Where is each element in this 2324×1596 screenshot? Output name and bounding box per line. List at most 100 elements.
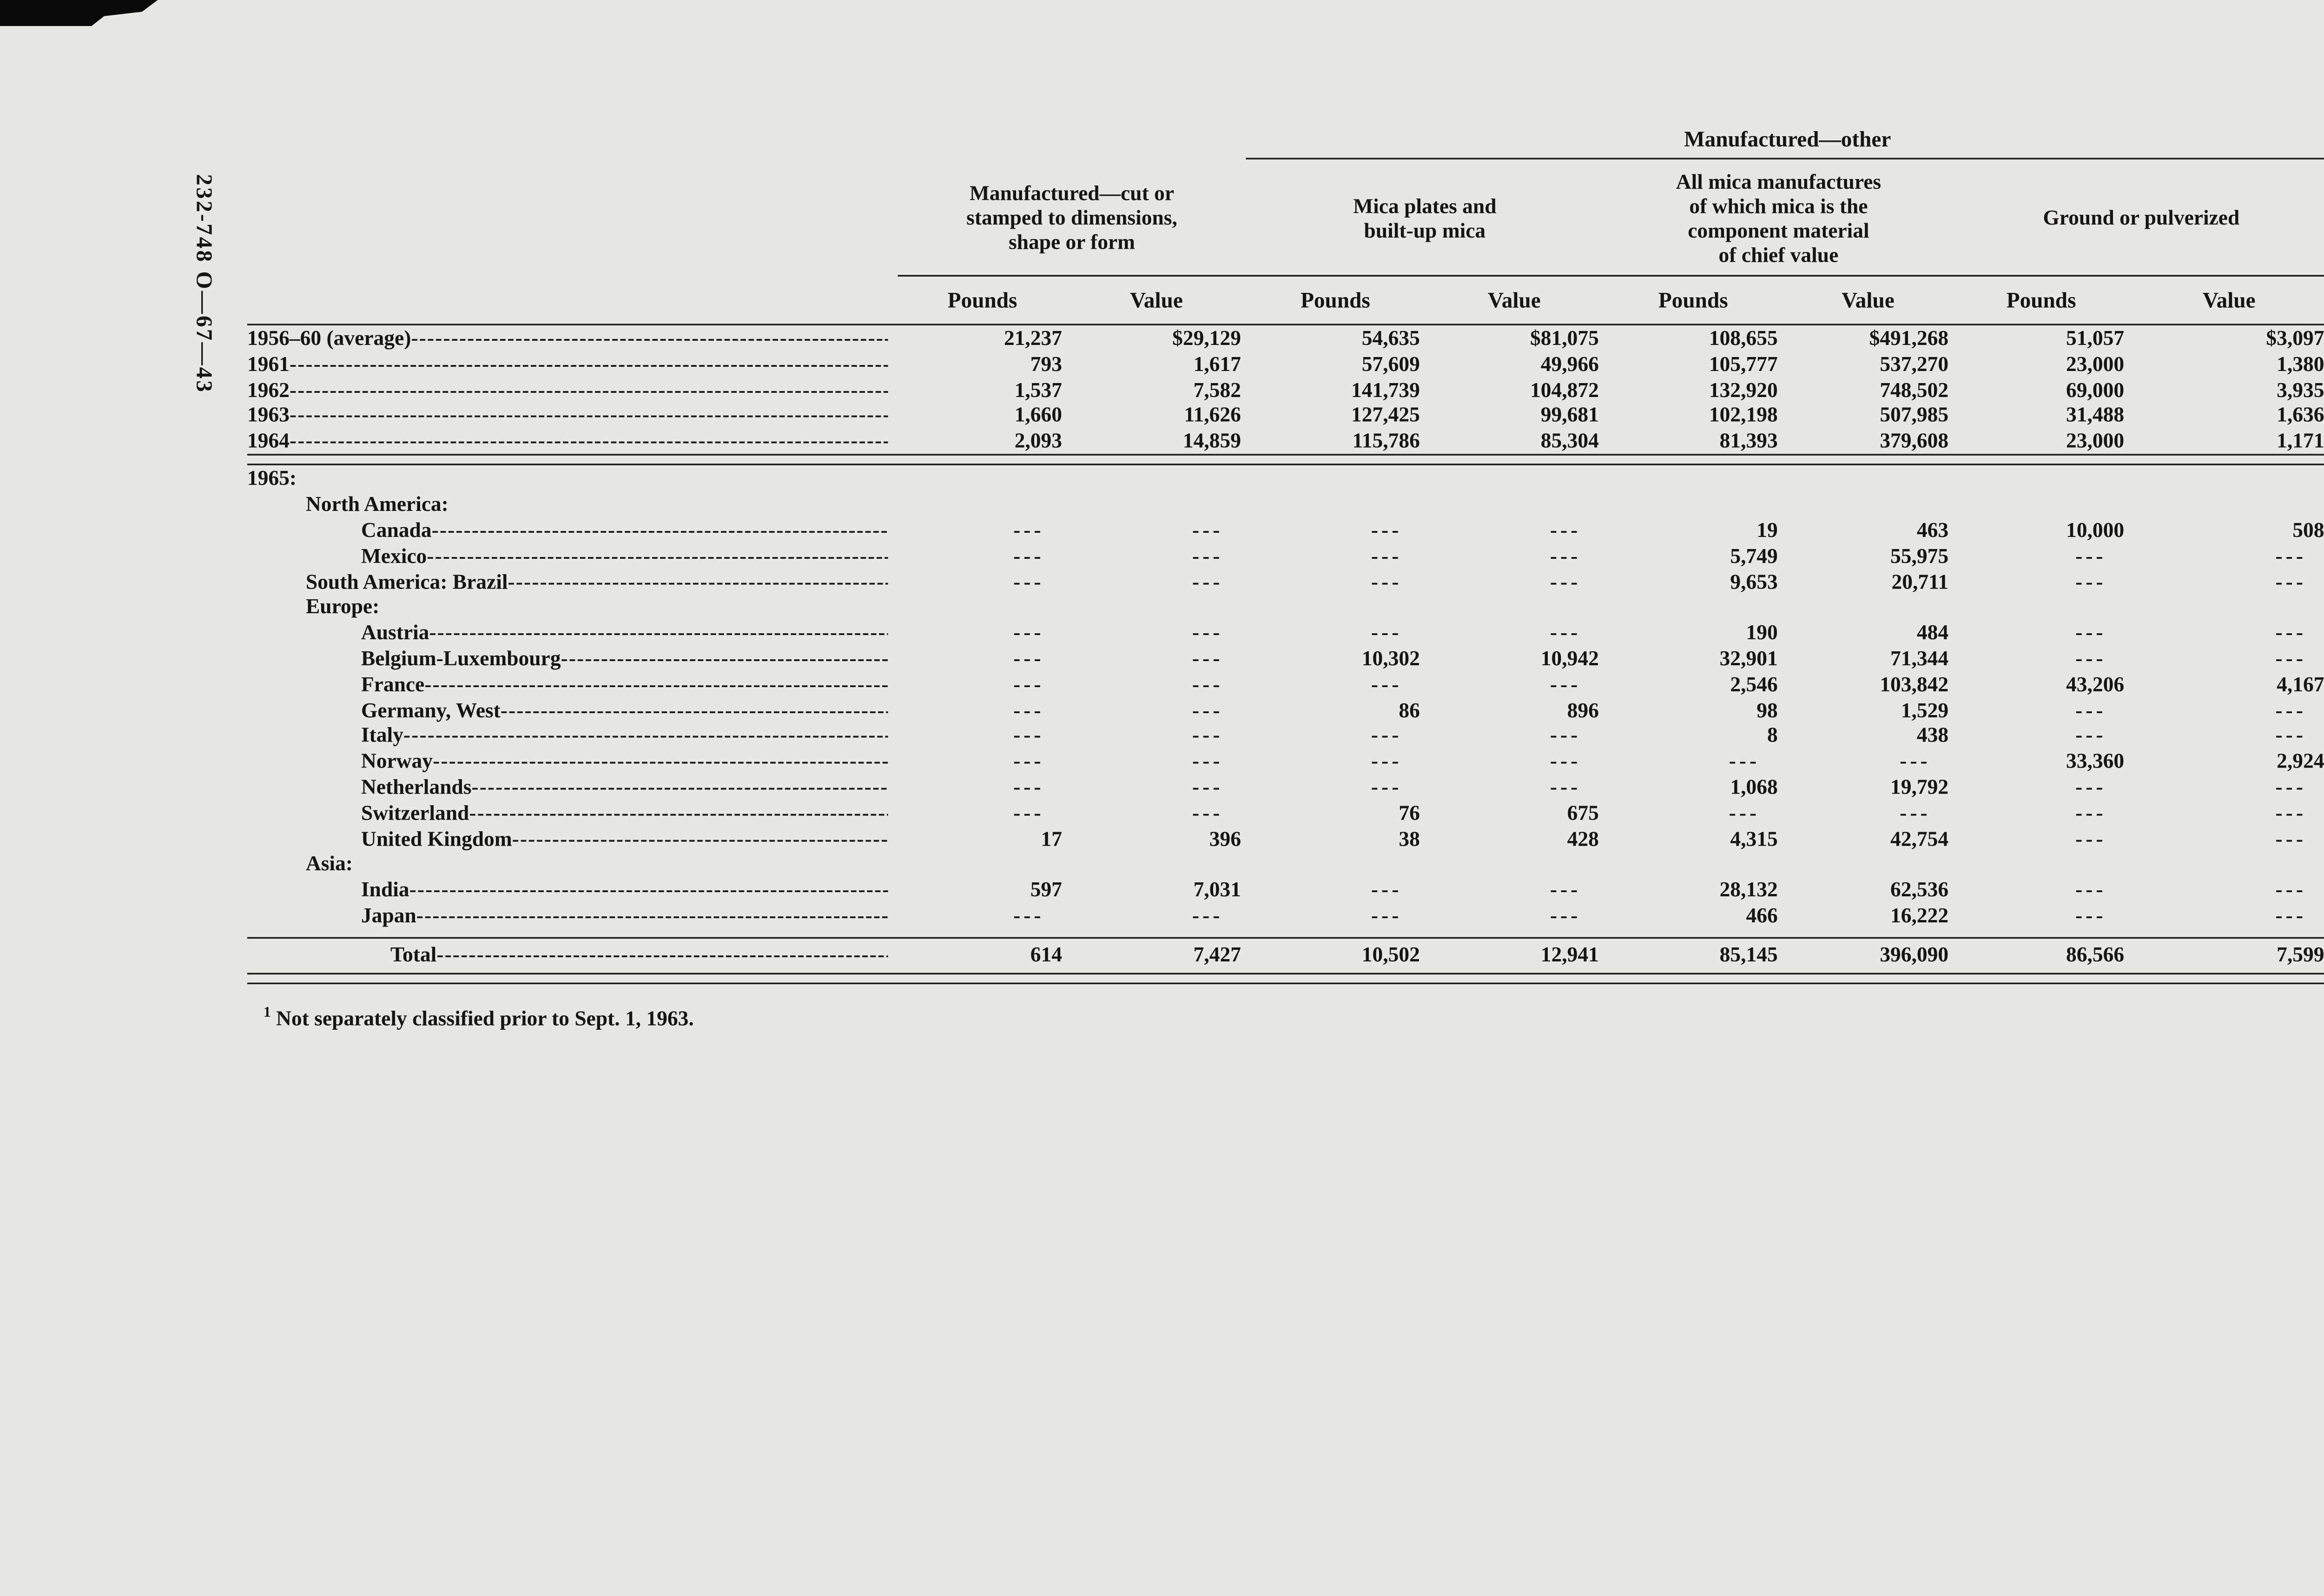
- colgroup-ground-or-pulverized: Ground or pulverized: [2043, 205, 2240, 230]
- dash-leader: [471, 775, 888, 800]
- row-label: South America: Brazil: [305, 569, 508, 594]
- table-row: South America: Brazil --- --- --- --- 9,653 20…: [247, 569, 2324, 595]
- table-cell: ---: [2275, 620, 2307, 645]
- table-cell: ---: [2075, 646, 2106, 670]
- dash-leader: [512, 826, 888, 851]
- table-cell: 85,304: [1540, 428, 1599, 453]
- table-section-row: Asia:: [247, 852, 2324, 877]
- row-label-cell: Norway: [247, 749, 898, 775]
- table-cell: 51,057: [2066, 325, 2125, 350]
- table-cell: 21,237: [1004, 325, 1063, 350]
- table-row: Canada --- --- --- --- 19 463 10,000 508: [247, 517, 2324, 543]
- table-cell: 466: [1746, 903, 1778, 927]
- col-header-value-4: Value: [2202, 288, 2256, 312]
- table-cell: ---: [2275, 569, 2307, 594]
- table-cell: 11,626: [1184, 402, 1241, 427]
- table-cell: [1604, 852, 1783, 877]
- table-cell: 1,068: [1730, 774, 1778, 799]
- colgroup-mica-plates: Mica plates and built-up mica: [1353, 192, 1497, 242]
- table-row: Switzerland --- --- 76 675 --- --- --- ---: [247, 800, 2324, 826]
- table-cell: 32,901: [1719, 646, 1778, 670]
- mica-exports-table: Manufactured—other Manufactured—cut or s…: [247, 111, 2324, 1032]
- table-rule-double: [247, 454, 2324, 466]
- table-rule-single: [247, 936, 2324, 939]
- row-label: 1962: [247, 377, 290, 401]
- table-cell: [2129, 852, 2324, 877]
- row-label-cell: Total: [247, 938, 898, 969]
- dash-leader: [508, 569, 888, 595]
- row-label-cell: Netherlands: [247, 775, 898, 800]
- table-row: Netherlands --- --- --- --- 1,068 19,792 --- ---: [247, 775, 2324, 800]
- print-order-code: 232-748 O—67—43: [190, 174, 215, 394]
- table-cell: ---: [1550, 903, 1581, 927]
- table-cell: [2129, 466, 2324, 491]
- table-cell: ---: [2075, 569, 2106, 594]
- dash-leader: [429, 620, 888, 646]
- table-cell: [1246, 595, 1425, 620]
- table-cell: ---: [1192, 646, 1223, 670]
- table-cell: ---: [1192, 697, 1223, 722]
- table-cell: [1783, 595, 1953, 620]
- table-cell: 7,599: [2277, 941, 2324, 966]
- table-cell: 57,609: [1361, 351, 1420, 376]
- table-cell: [1246, 852, 1425, 877]
- row-label-cell: 1962: [247, 377, 898, 402]
- table-cell: 16,222: [1890, 903, 1949, 927]
- table-cell: ---: [1192, 620, 1223, 645]
- table-cell: 10,502: [1361, 941, 1420, 966]
- row-label-cell: 1965:: [247, 466, 898, 491]
- row-label: United Kingdom: [361, 826, 512, 850]
- table-cell: 379,608: [1880, 428, 1949, 453]
- row-label: Total: [390, 941, 437, 966]
- table-cell: ---: [1013, 800, 1044, 825]
- table-cell: 17: [1041, 826, 1063, 850]
- table-cell: ---: [2075, 697, 2106, 722]
- table-section-row: North America:: [247, 492, 2324, 517]
- table-row: 1963 1,660 11,626 127,425 99,681 102,198 507,9…: [247, 403, 2324, 428]
- table-cell: ---: [1371, 774, 1402, 799]
- dash-leader: [409, 877, 888, 903]
- table-cell: ---: [2275, 877, 2307, 902]
- table-cell: ---: [1550, 723, 1581, 748]
- table-cell: 99,681: [1540, 402, 1599, 427]
- table-cell: [1783, 492, 1953, 517]
- table-cell: 1,660: [1014, 402, 1063, 427]
- row-label: Switzerland: [361, 800, 469, 825]
- col-header-pounds-2: Pounds: [1301, 288, 1370, 312]
- table-cell: [898, 466, 1067, 491]
- row-label-cell: France: [247, 672, 898, 697]
- row-label: 1965:: [247, 466, 297, 490]
- table-cell: $29,129: [1172, 325, 1241, 350]
- table-row: Norway --- --- --- --- --- --- 33,360 2,924: [247, 749, 2324, 775]
- table-cell: 1,171: [2277, 428, 2324, 453]
- table-cell: 49,966: [1540, 351, 1599, 376]
- table-cell: ---: [2075, 800, 2106, 825]
- table-cell: 675: [1567, 800, 1599, 825]
- table-cell: ---: [1192, 774, 1223, 799]
- table-cell: 8: [1767, 723, 1778, 748]
- table-cell: ---: [1192, 748, 1223, 774]
- table-cell: 7,582: [1193, 377, 1241, 401]
- row-label: Austria: [361, 620, 429, 645]
- row-label: Mexico: [361, 543, 427, 568]
- table-cell: ---: [1192, 543, 1223, 568]
- table-row: 1964 2,093 14,859 115,786 85,304 81,393 379,60…: [247, 428, 2324, 454]
- table-cell: [1604, 492, 1783, 517]
- dash-leader: [411, 325, 888, 351]
- dash-leader: [436, 938, 888, 969]
- table-cell: ---: [1729, 800, 1760, 825]
- row-label-cell: Germany, West: [247, 697, 898, 723]
- table-cell: 86: [1399, 697, 1420, 722]
- table-cell: [1425, 492, 1604, 517]
- row-label-cell: Asia:: [247, 852, 898, 877]
- dash-leader: [290, 403, 888, 428]
- table-cell: ---: [1371, 723, 1402, 748]
- table-cell: 438: [1916, 723, 1949, 748]
- table-cell: ---: [1013, 569, 1044, 594]
- table-cell: 463: [1916, 517, 1949, 542]
- table-section-row: Europe:: [247, 595, 2324, 620]
- table-cell: ---: [1013, 671, 1044, 696]
- table-cell: 597: [1030, 877, 1063, 902]
- table-row: 1962 1,537 7,582 141,739 104,872 132,920 748,5…: [247, 377, 2324, 402]
- row-label-cell: Japan: [247, 903, 898, 928]
